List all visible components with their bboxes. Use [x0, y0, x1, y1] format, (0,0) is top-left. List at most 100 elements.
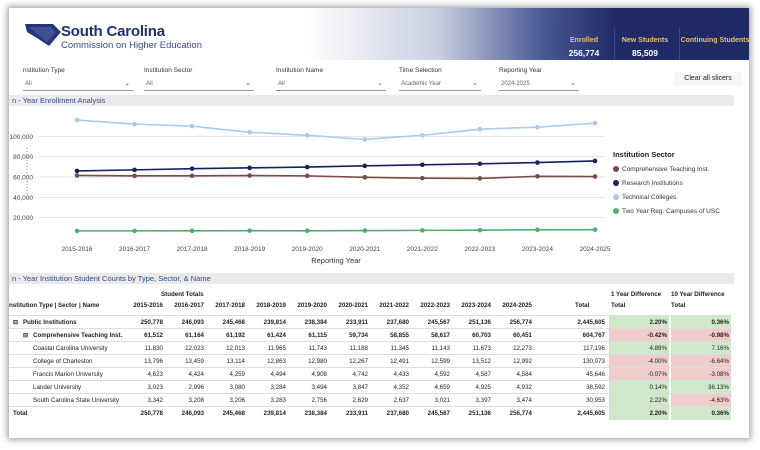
series-point	[535, 160, 540, 165]
org-subtitle: Commission on Higher Education	[61, 40, 202, 51]
chevron-down-icon[interactable]: ⌄	[377, 80, 383, 87]
state-logo-icon	[25, 24, 61, 46]
chart-section-title: n - Year Enrollment Analysis	[9, 95, 734, 106]
series-line	[76, 174, 596, 180]
ten-year-diff-cell: 36.13%	[671, 381, 731, 394]
table-cell: 245,468	[222, 319, 245, 326]
filter-dropdown[interactable]: All ⌄	[276, 78, 386, 91]
row-name: Francis Marion University	[33, 371, 103, 378]
filter-label: Institution Name	[276, 67, 323, 74]
series-point	[535, 173, 540, 179]
expand-collapse-icon[interactable]: ⊟	[23, 332, 29, 339]
filter-dropdown[interactable]: All ⌄	[144, 78, 254, 91]
series-point	[592, 158, 598, 164]
series-point	[189, 173, 195, 179]
chevron-down-icon[interactable]: ⌄	[245, 80, 251, 87]
row-name: College of Charleston	[33, 358, 93, 365]
series-point	[189, 228, 195, 234]
series-point	[535, 227, 540, 233]
table-cell: 4,352	[393, 384, 409, 391]
kpi-continuing-students-label: Continuing Students	[680, 37, 749, 44]
filter-label: Time Selection	[399, 67, 442, 74]
chevron-down-icon[interactable]: ⌄	[124, 80, 130, 87]
kpi-new-students: New Students 85,509	[614, 28, 675, 60]
table-cell: 239,814	[263, 319, 286, 326]
x-axis-label: Reporting Year	[311, 256, 361, 265]
clear-slicers-button[interactable]: Clear all slicers	[674, 72, 742, 86]
one-year-diff-cell: 2.22%	[609, 394, 669, 407]
series-point	[420, 162, 425, 168]
filter-dropdown[interactable]: Academic Year ⌄	[399, 78, 481, 91]
legend-dot	[613, 166, 619, 173]
x-tick-label: 2016-2017	[119, 246, 150, 253]
ten-year-diff-cell: 0.36%	[671, 316, 731, 329]
table-cell: 2,629	[352, 397, 368, 404]
legend-item[interactable]: Comprehensive Teaching Inst.	[613, 163, 720, 177]
table-cell: 4,259	[229, 371, 245, 378]
table-cell: 4,433	[393, 371, 409, 378]
series-point	[189, 166, 195, 171]
table-cell: 3,494	[311, 384, 327, 391]
filter-institution-type[interactable]: nstitution Type All ⌄	[23, 67, 133, 91]
year-column-header: 2023-2024	[461, 302, 491, 309]
legend-label: Two Year Reg. Campuses of USC	[622, 208, 720, 215]
table-cell: 3,208	[188, 397, 204, 404]
x-tick-label: 2023-2024	[522, 246, 553, 253]
legend-label: Comprehensive Teaching Inst.	[622, 166, 710, 173]
filter-reporting-year[interactable]: Reporting Year 2024-2025 ⌄	[499, 67, 579, 91]
filter-dropdown[interactable]: 2024-2025 ⌄	[499, 78, 579, 91]
legend-item[interactable]: Research Institutions	[613, 177, 720, 191]
series-point	[132, 167, 137, 173]
table-total-cell: 2,445,605	[577, 410, 605, 417]
table-cell: 3,284	[270, 384, 286, 391]
year-column-header: 2022-2023	[420, 302, 450, 309]
year-column-header: 2016-2017	[174, 302, 204, 309]
table-cell: 3,206	[229, 397, 245, 404]
table-row: Lander University 3,023 2,996 3,080 3,284 3,4…	[9, 380, 731, 394]
x-tick-label: 2020-2021	[349, 246, 380, 253]
table-cell: 12,023	[185, 345, 204, 352]
table-cell: 2,637	[393, 397, 409, 404]
year-column-header: 2018-2019	[256, 302, 286, 309]
legend-item[interactable]: Technical Colleges	[613, 191, 720, 205]
table-cell: 245,567	[427, 410, 450, 417]
filter-time-selection[interactable]: Time Selection Academic Year ⌄	[399, 67, 481, 91]
kpi-enrolled-value: 256,774	[568, 48, 600, 58]
expand-collapse-icon[interactable]: ⊟	[13, 319, 19, 326]
filter-bar: nstitution Type All ⌄ Institution Sector …	[9, 63, 749, 95]
filter-value: 2024-2025	[501, 81, 530, 87]
chevron-down-icon[interactable]: ⌄	[472, 80, 478, 87]
table-cell: 12,013	[226, 345, 245, 352]
series-point	[304, 173, 310, 179]
year-column-header: 2020-2021	[338, 302, 368, 309]
table-row: Coastal Carolina University 11,830 12,023 1…	[9, 341, 731, 355]
table-cell: 12,992	[513, 358, 532, 365]
ten-year-diff-header: 10 Year Difference	[671, 291, 725, 298]
series-point	[74, 228, 80, 234]
kpi-enrolled: Enrolled 256,774	[557, 28, 610, 60]
legend-item[interactable]: Two Year Reg. Campuses of USC	[613, 205, 720, 219]
table-row: Francis Marion University 4,623 4,424 4,259…	[9, 367, 731, 381]
table-cell: 4,659	[434, 384, 450, 391]
year-column-header: 2015-2016	[133, 302, 163, 309]
ten-year-diff-subheader: Total	[671, 302, 686, 309]
filter-value: Academic Year	[401, 81, 442, 87]
table-row: Total 250,778 246,093 245,468 239,814 238,384…	[9, 406, 731, 420]
filter-institution-sector[interactable]: Institution Sector All ⌄	[144, 67, 254, 91]
table-cell: 4,742	[352, 371, 368, 378]
table-cell: 3,080	[229, 384, 245, 391]
series-point	[132, 228, 137, 234]
filter-dropdown[interactable]: All ⌄	[23, 78, 133, 91]
table-cell: 2,756	[311, 397, 327, 404]
ten-year-diff-cell: 0.36%	[671, 407, 731, 420]
row-name: Public Institutions	[23, 319, 77, 326]
legend-dot	[613, 180, 619, 187]
chevron-down-icon[interactable]: ⌄	[570, 80, 576, 87]
table-cell: 11,188	[349, 345, 368, 352]
year-column-header: 2017-2018	[215, 302, 245, 309]
table-cell: 3,474	[516, 397, 532, 404]
table-total-cell: 45,646	[586, 371, 605, 378]
filter-institution-name[interactable]: Institution Name All ⌄	[276, 67, 386, 91]
filter-label: Reporting Year	[499, 67, 543, 74]
table-cell: 12,267	[349, 358, 368, 365]
